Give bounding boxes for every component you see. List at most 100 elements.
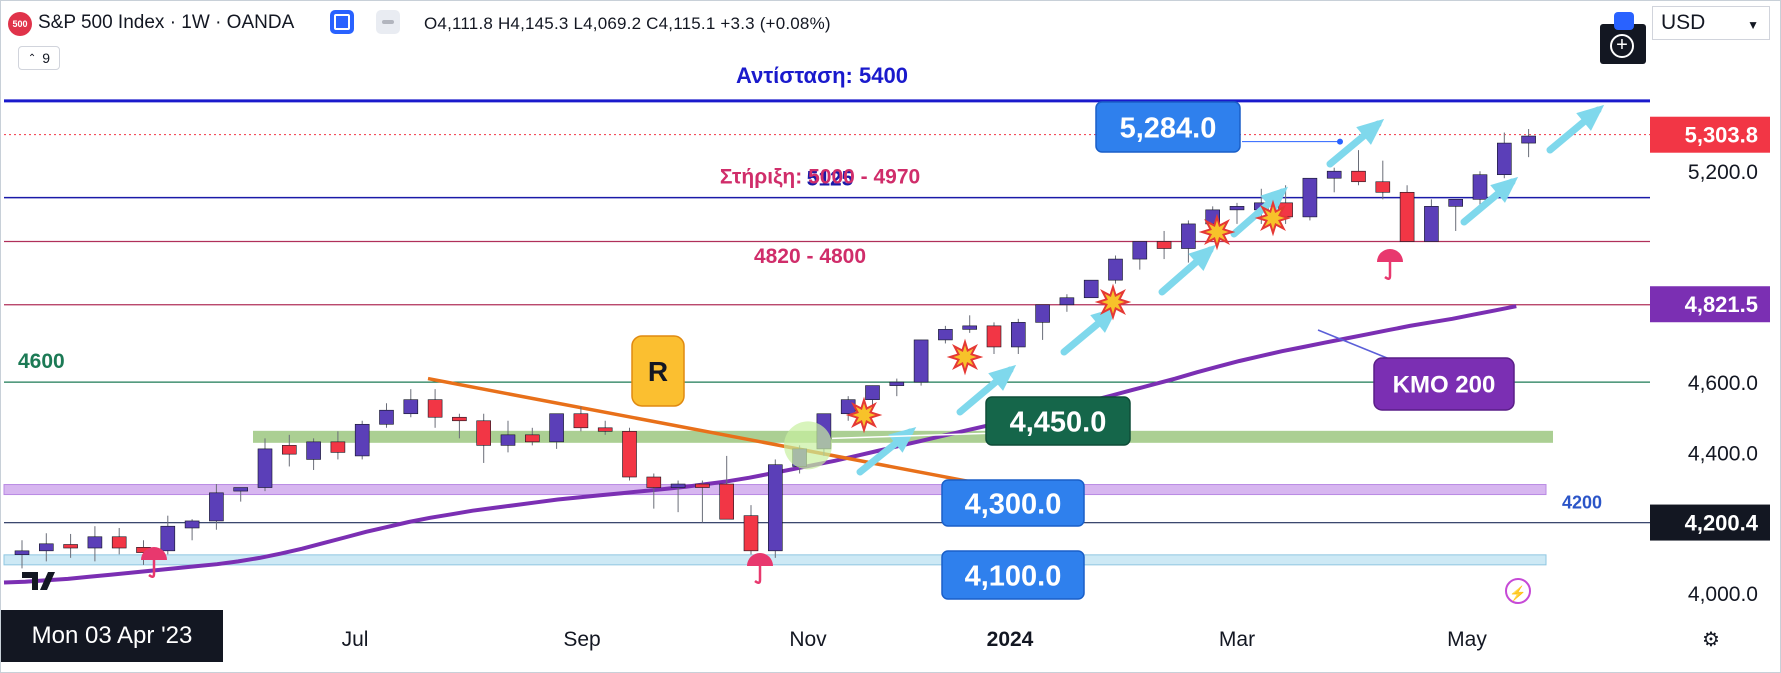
candle-body bbox=[573, 413, 589, 429]
candle-body bbox=[1521, 135, 1536, 144]
price-tag-box bbox=[1650, 286, 1770, 323]
dividend-umbrella-icon bbox=[747, 553, 773, 566]
square-icon bbox=[1614, 12, 1634, 30]
candle-body bbox=[1059, 297, 1075, 306]
candle-body bbox=[1083, 279, 1099, 299]
candle-body bbox=[913, 339, 929, 383]
ohlc-values: O4,111.8 H4,145.3 L4,069.2 C4,115.1 +3.3… bbox=[424, 14, 831, 33]
umbrella-handle bbox=[754, 566, 762, 584]
arrow-head bbox=[1260, 186, 1289, 214]
time-axis-tick: 2024 bbox=[987, 628, 1034, 651]
add-price-button[interactable]: + bbox=[1600, 12, 1646, 64]
candle-body bbox=[111, 536, 127, 549]
bolt-icon[interactable]: ⚡ bbox=[1505, 578, 1531, 604]
time-axis-tick: Nov bbox=[789, 628, 827, 651]
currency-select[interactable]: USD ▼ bbox=[1652, 6, 1770, 40]
time-axis-tick: Jul bbox=[342, 628, 369, 651]
candle-body bbox=[379, 409, 394, 425]
callout-kmo200: ΚΜΟ 200 bbox=[1393, 372, 1496, 399]
candle-body bbox=[549, 413, 564, 443]
explosion-icon bbox=[1094, 283, 1132, 321]
price-tag-label: 4,821.5 bbox=[1685, 292, 1758, 317]
candle-body bbox=[160, 525, 176, 552]
time-axis-tick: Mar bbox=[1219, 628, 1255, 651]
candle-body bbox=[87, 536, 103, 549]
gear-icon[interactable]: ⚙ bbox=[1702, 629, 1720, 651]
chevron-down-icon: ▼ bbox=[1747, 18, 1759, 32]
indicator-count: 9 bbox=[42, 50, 51, 66]
chevron-up-icon: ⌃ bbox=[27, 52, 37, 64]
candle-body bbox=[1326, 170, 1342, 179]
price-axis-tick: 4,400.0 bbox=[1688, 442, 1758, 465]
price-tag-label: 5,303.8 bbox=[1685, 123, 1758, 148]
candle-body bbox=[865, 385, 880, 400]
time-axis-tick: Sep bbox=[563, 628, 600, 651]
explosion-icon bbox=[946, 338, 984, 376]
symbol-title[interactable]: S&P 500 Index · 1W · OANDA bbox=[38, 12, 295, 33]
candle-body bbox=[452, 416, 467, 422]
candle-body bbox=[209, 492, 224, 522]
callout-4100-box bbox=[941, 550, 1085, 600]
callout-dot bbox=[1337, 138, 1343, 145]
candle-body bbox=[767, 464, 783, 552]
minus-toggle-icon[interactable] bbox=[376, 10, 400, 34]
candle-body bbox=[1229, 206, 1245, 211]
umbrella-handle bbox=[148, 560, 156, 578]
candle-body bbox=[1399, 191, 1415, 242]
candle-body bbox=[1448, 199, 1463, 207]
callout-4450: 4,450.0 bbox=[1010, 406, 1107, 438]
callout-4100: 4,100.0 bbox=[965, 560, 1062, 592]
candle-body bbox=[962, 325, 978, 330]
explosion-icon bbox=[1254, 199, 1292, 237]
candle-body bbox=[646, 476, 662, 488]
color-square-icon[interactable] bbox=[330, 10, 354, 34]
indicator-toggle[interactable]: ⌃ 9 bbox=[18, 46, 60, 70]
candle-body bbox=[1375, 181, 1391, 193]
candle-body bbox=[743, 515, 759, 552]
price-axis-tick: 4,000.0 bbox=[1688, 583, 1758, 606]
level-label-4600: 4600 bbox=[18, 350, 65, 373]
candle-body bbox=[1302, 177, 1318, 218]
callout-leader bbox=[1317, 329, 1393, 361]
callout-5284: 5,284.0 bbox=[1120, 112, 1217, 144]
candle-body bbox=[281, 445, 297, 455]
arrow-head bbox=[988, 364, 1017, 391]
callout-4300-box bbox=[941, 479, 1085, 527]
candle-body bbox=[14, 550, 30, 555]
price-tag-label: 4,200.4 bbox=[1685, 511, 1759, 536]
price-tag-box bbox=[1650, 504, 1770, 541]
candle-body bbox=[500, 434, 516, 446]
price-axis-tick: 5,200.0 bbox=[1688, 161, 1758, 184]
tradingview-logo-icon bbox=[22, 572, 55, 590]
sma200-line bbox=[3, 304, 1517, 585]
candle-body bbox=[1181, 223, 1196, 249]
plus-circle-icon: + bbox=[1610, 34, 1634, 58]
price-axis-tick: 4,600.0 bbox=[1688, 372, 1758, 395]
level-label-4820: 4820 - 4800 bbox=[754, 245, 866, 268]
callout-r: R bbox=[648, 356, 668, 387]
arrow-head bbox=[1188, 244, 1217, 272]
level-label-5000: Στήριξη: 5000 - 4970 bbox=[720, 166, 920, 189]
candle-body bbox=[257, 448, 273, 488]
price-tag-box bbox=[1650, 116, 1770, 153]
time-axis-tick: May bbox=[1447, 628, 1487, 651]
candle-body bbox=[306, 441, 321, 460]
candle-body bbox=[184, 520, 200, 529]
candle-body bbox=[622, 431, 637, 478]
candle-body bbox=[354, 423, 370, 457]
callout-4300: 4,300.0 bbox=[965, 488, 1062, 520]
arrow-head bbox=[1576, 104, 1605, 131]
candle-body bbox=[233, 487, 248, 492]
candle-body bbox=[986, 325, 1002, 348]
candle-body bbox=[63, 544, 78, 549]
callout-5284-box bbox=[1095, 101, 1241, 153]
candle-body bbox=[403, 399, 419, 415]
callout-kmo200-box bbox=[1373, 357, 1515, 411]
candle-body bbox=[719, 483, 735, 520]
resistance-trendline bbox=[427, 376, 991, 488]
candle-body bbox=[1497, 142, 1512, 176]
candle-body bbox=[1424, 206, 1439, 242]
candle-body bbox=[840, 399, 856, 415]
candle-body bbox=[1132, 241, 1148, 260]
